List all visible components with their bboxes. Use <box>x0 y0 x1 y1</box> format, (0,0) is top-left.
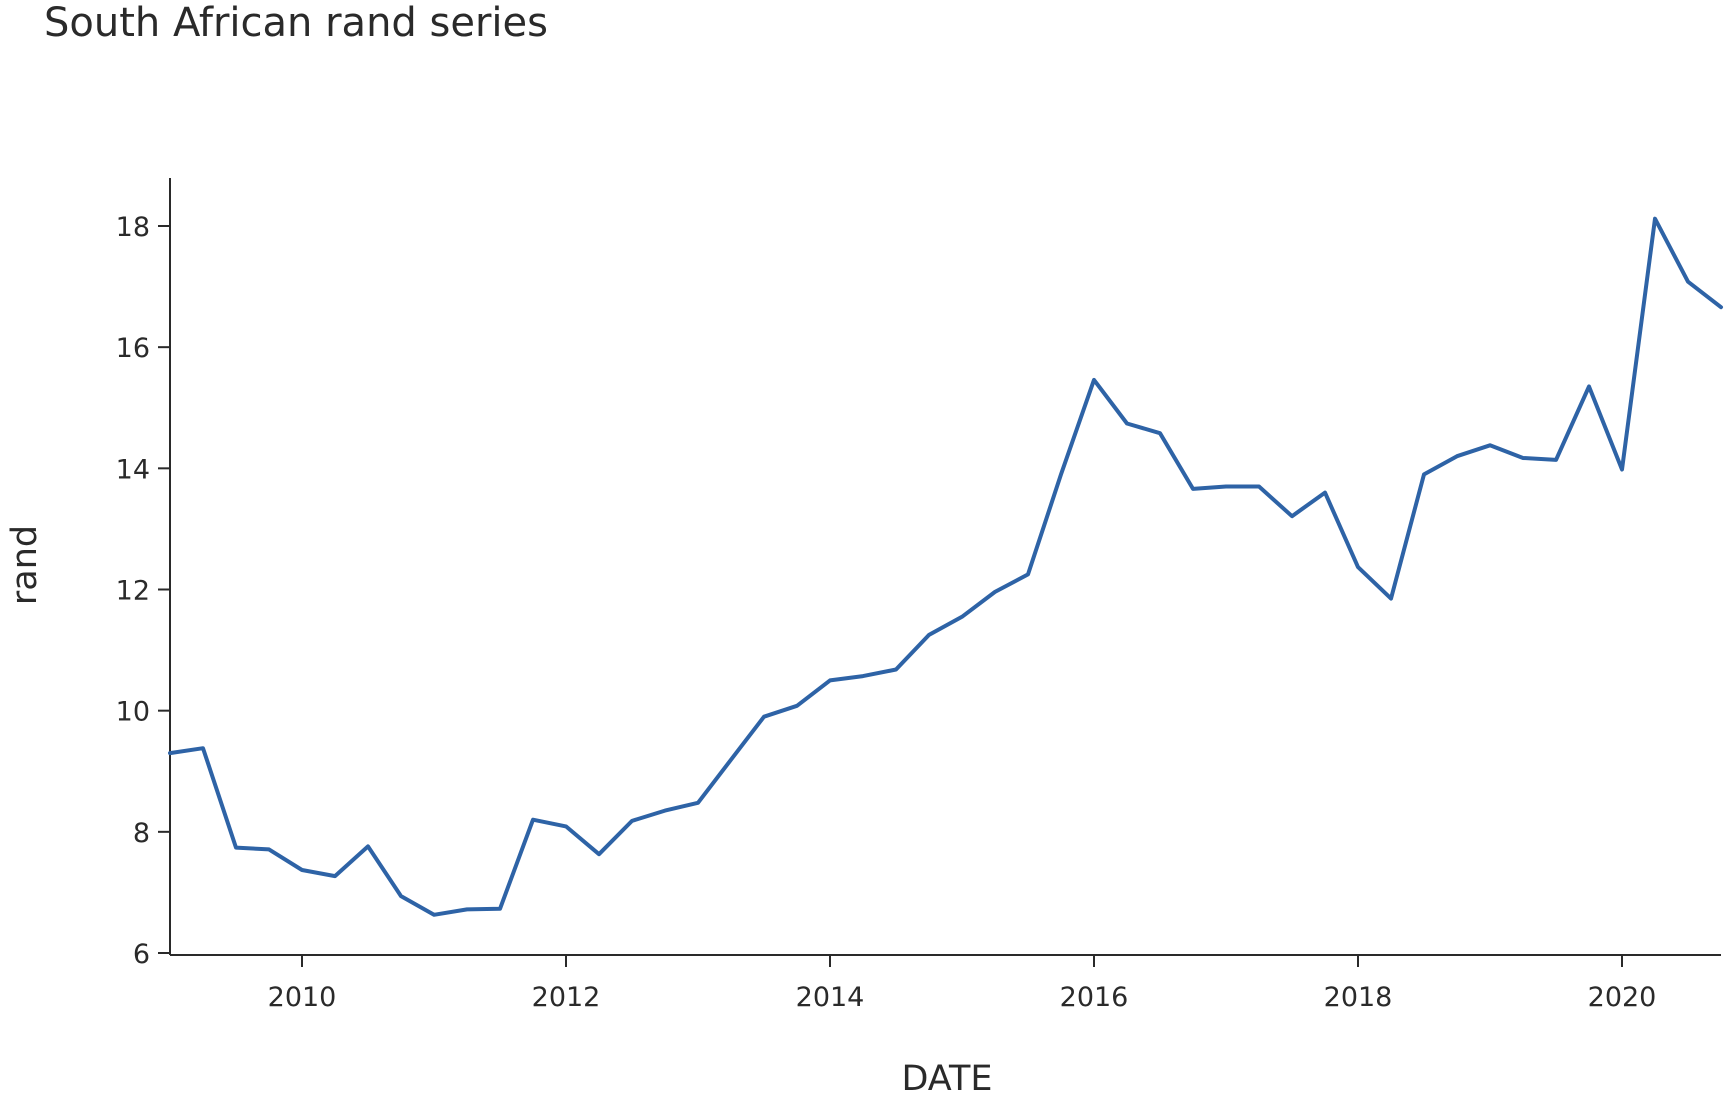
y-tick-label: 6 <box>133 939 150 970</box>
y-tick-label: 8 <box>133 818 150 849</box>
x-tick-label: 2016 <box>1060 982 1129 1013</box>
x-tick-label: 2012 <box>532 982 601 1013</box>
chart-title: South African rand series <box>44 0 548 46</box>
y-tick-label: 16 <box>116 333 150 364</box>
y-tick-label: 14 <box>116 454 150 485</box>
y-tick-label: 10 <box>116 697 150 728</box>
y-tick-label: 18 <box>116 212 150 243</box>
x-tick-label: 2014 <box>796 982 865 1013</box>
y-tick-group: 6 8 10 12 14 16 18 <box>116 212 170 970</box>
x-axis-title: DATE <box>901 1059 992 1096</box>
series-line <box>168 216 1723 917</box>
y-tick-label: 12 <box>116 576 150 607</box>
x-tick-label: 2018 <box>1324 982 1393 1013</box>
x-tick-label: 2010 <box>268 982 337 1013</box>
x-tick-group: 2010 2012 2014 2016 2018 2020 <box>268 955 1657 1013</box>
y-axis-title: rand <box>5 525 45 605</box>
x-tick-label: 2020 <box>1588 982 1657 1013</box>
